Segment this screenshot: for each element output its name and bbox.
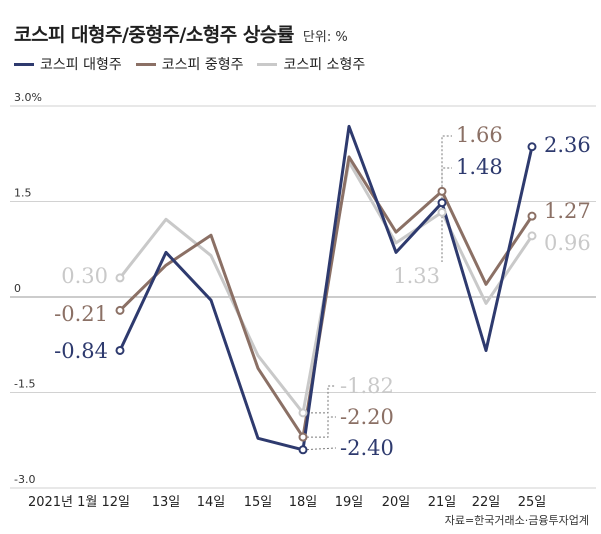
legend-label-large-cap: 코스피 대형주 (40, 57, 122, 73)
leader-line-layer (302, 135, 452, 451)
y-tick-label: 3.0% (14, 91, 42, 104)
data-label: -1.82 (340, 374, 394, 398)
grid-layer (10, 105, 596, 489)
leader-line (302, 447, 337, 451)
y-tick-layer: 3.0% 1.5 0 -1.5 -3.0 (14, 91, 42, 486)
y-tick-label: -3.0 (14, 473, 35, 486)
data-point-marker (527, 231, 537, 241)
x-tick-label: 2021년 1월 12일 (28, 495, 130, 510)
legend-label-mid-cap: 코스피 중형주 (161, 57, 244, 73)
x-tick-label: 14일 (197, 495, 226, 510)
data-point-marker (437, 207, 447, 217)
data-point-marker (527, 142, 537, 152)
data-label: 2.36 (544, 133, 591, 157)
legend: 코스피 대형주 코스피 중형주 코스피 소형주 (14, 54, 379, 74)
data-label: -2.20 (340, 405, 394, 429)
legend-swatch-mid-cap (135, 62, 156, 66)
data-label: 1.27 (544, 199, 591, 223)
y-tick-label: -1.5 (14, 378, 35, 391)
data-point-marker (115, 273, 125, 283)
data-point-marker (437, 186, 447, 196)
x-tick-layer: 2021년 1월 12일 13일 14일 15일 18일 19일 20일 21일 22일 25일 (28, 495, 546, 510)
unit-label: 단위: % (302, 30, 348, 45)
data-label-layer: 0.30 -0.21 -0.84 -1.82 -2.20 -2.40 1.66 1.48 1.3… (54, 123, 591, 460)
data-label: 0.96 (544, 231, 591, 255)
series-line-0 (118, 124, 534, 452)
data-point-marker (298, 432, 308, 442)
legend-swatch-large-cap (14, 62, 34, 66)
data-point-marker (527, 211, 537, 221)
leader-line (441, 135, 452, 192)
chart-title: 코스피 대형주/중형주/소형주 상승률 (14, 24, 294, 46)
data-label: -0.84 (54, 339, 108, 363)
data-label: 1.66 (456, 123, 503, 147)
x-tick-label: 13일 (152, 495, 181, 510)
data-label: -2.40 (340, 436, 394, 460)
legend-item-large-cap: 코스피 대형주 (14, 54, 122, 74)
data-point-marker (115, 305, 125, 315)
x-tick-label: 20일 (382, 495, 411, 510)
legend-swatch-small-cap (257, 62, 278, 66)
x-tick-label: 19일 (335, 495, 364, 510)
series-layer (115, 124, 537, 455)
leader-line (441, 167, 452, 203)
data-point-marker (115, 345, 125, 355)
data-point-marker (437, 198, 447, 208)
title-row: 코스피 대형주/중형주/소형주 상승률 단위: % (14, 20, 348, 47)
data-point-marker (298, 408, 308, 418)
x-tick-label: 25일 (518, 495, 547, 510)
source-note: 자료=한국거래소·금융투자업계 (444, 514, 589, 527)
y-tick-label: 0 (14, 282, 21, 295)
x-tick-label: 15일 (244, 495, 273, 510)
y-tick-label: 1.5 (14, 187, 32, 200)
x-tick-label: 22일 (472, 495, 501, 510)
data-point-marker (298, 445, 308, 455)
legend-item-small-cap: 코스피 소형주 (257, 54, 365, 74)
data-label: 1.33 (393, 264, 440, 288)
data-label: 0.30 (61, 264, 108, 288)
data-label: -0.21 (54, 302, 108, 326)
leader-line (303, 385, 336, 414)
data-label: 1.48 (456, 155, 503, 179)
x-tick-label: 18일 (289, 495, 318, 510)
x-tick-label: 21일 (428, 495, 457, 510)
legend-label-small-cap: 코스피 소형주 (283, 57, 366, 73)
leader-line (303, 416, 336, 438)
legend-item-mid-cap: 코스피 중형주 (135, 54, 244, 74)
